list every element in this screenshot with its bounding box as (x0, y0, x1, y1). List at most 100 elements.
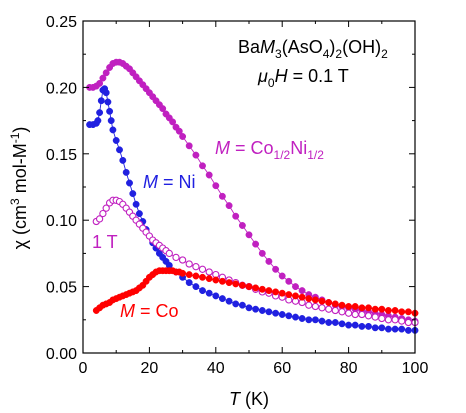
data-point-ni_1t (404, 318, 413, 327)
x-tick-label: 80 (340, 360, 358, 377)
data-point-co (398, 308, 406, 316)
data-point-ni (129, 190, 137, 198)
data-point-ni (97, 97, 105, 105)
data-point-co (278, 289, 286, 297)
data-point-ni (107, 117, 115, 125)
data-point-ni (245, 304, 253, 312)
data-point-co (258, 285, 266, 293)
data-point-ni (106, 107, 114, 115)
data-point-ni (318, 317, 326, 325)
data-point-ni (404, 326, 412, 334)
data-point-mix (159, 105, 167, 113)
data-point-ni (265, 308, 273, 316)
data-point-co (285, 291, 293, 299)
data-point-mix (258, 249, 266, 257)
data-point-co (225, 279, 233, 287)
data-point-ni_1t (371, 313, 379, 321)
data-point-ni (212, 292, 220, 300)
data-point-co (205, 275, 213, 283)
data-point-mix (205, 171, 213, 179)
data-point-ni (132, 200, 140, 208)
data-point-ni_1t (192, 263, 200, 271)
data-point-co (218, 277, 226, 285)
data-point-ni_1t (205, 268, 213, 276)
data-point-ni (126, 179, 133, 187)
data-point-co (185, 271, 193, 279)
data-point-ni (345, 321, 353, 329)
data-point-ni_1t (358, 310, 366, 319)
x-axis-title: T (K) (229, 389, 269, 409)
y-tick-label: 0.20 (46, 80, 77, 97)
data-point-ni (338, 320, 346, 328)
data-point-ni_1t (318, 304, 326, 312)
data-point-mix (199, 162, 206, 170)
data-point-ni (258, 307, 266, 314)
data-point-co (179, 269, 187, 277)
data-point-ni (119, 156, 127, 164)
data-point-co (199, 273, 206, 281)
data-point-co (292, 292, 299, 300)
data-point-co (232, 280, 240, 288)
data-point-co (391, 307, 399, 314)
data-point-ni (351, 321, 359, 329)
data-point-ni (365, 322, 372, 330)
data-point-ni_1t (391, 316, 399, 324)
label-co-ni: M = Co1/2Ni1/2 (215, 138, 324, 162)
data-point-ni (378, 324, 386, 332)
data-point-ni (398, 325, 406, 333)
data-point-ni_1t (311, 302, 320, 311)
data-point-ni_1t (95, 215, 104, 223)
data-point-ni_1t (198, 265, 207, 273)
series-mix (86, 58, 419, 325)
ticks-layer: 0 20 40 60 80 100 0.00 0.05 0.10 0.15 0.20 0.25 (46, 14, 429, 377)
data-point-co (318, 297, 326, 305)
data-point-co (298, 293, 306, 301)
series-co (92, 267, 419, 317)
data-point-ni (112, 137, 120, 144)
data-point-ni (185, 279, 193, 287)
data-point-co (378, 305, 386, 313)
data-point-co (325, 299, 333, 306)
data-point-mix (102, 69, 110, 77)
data-point-ni_1t (185, 260, 193, 268)
data-point-ni (252, 305, 260, 313)
data-point-ni_1t (351, 310, 359, 319)
data-point-mix (185, 142, 193, 150)
data-point-co (331, 300, 339, 308)
data-point-mix (238, 222, 246, 229)
data-point-mix (265, 257, 273, 265)
data-point-ni (238, 301, 246, 309)
data-point-ni (272, 309, 280, 317)
y-axis-title: χ (cm3 mol-M-1) (8, 127, 30, 250)
data-point-ni (232, 300, 240, 308)
data-point-mix (96, 79, 104, 87)
data-point-ni (109, 126, 117, 134)
data-point-ni_1t (102, 204, 110, 212)
data-point-mix (175, 127, 183, 135)
x-tick-label: 20 (141, 360, 159, 377)
data-point-ni (298, 315, 306, 322)
series-line-mix (89, 61, 416, 322)
data-point-ni (218, 295, 226, 303)
data-point-ni (391, 325, 399, 333)
data-point-co (384, 307, 392, 314)
data-point-ni (384, 325, 392, 333)
y-tick-label: 0.25 (46, 14, 77, 31)
data-point-ni_1t (398, 317, 406, 325)
data-point-mix (179, 133, 187, 140)
data-point-ni (192, 283, 200, 291)
x-tick-label: 40 (207, 360, 225, 377)
data-point-co (358, 304, 366, 312)
data-point-ni_1t (325, 305, 333, 313)
data-point-co (404, 308, 412, 316)
data-point-co (238, 281, 246, 289)
data-point-co (345, 303, 353, 310)
data-point-ni_1t (99, 209, 107, 218)
data-point-co (351, 303, 359, 310)
data-point-ni (311, 316, 319, 324)
data-point-ni_1t (305, 301, 313, 309)
data-point-co (338, 301, 346, 309)
y-tick-label: 0.15 (46, 147, 77, 164)
data-point-ni (102, 89, 110, 97)
data-point-ni (331, 319, 339, 326)
